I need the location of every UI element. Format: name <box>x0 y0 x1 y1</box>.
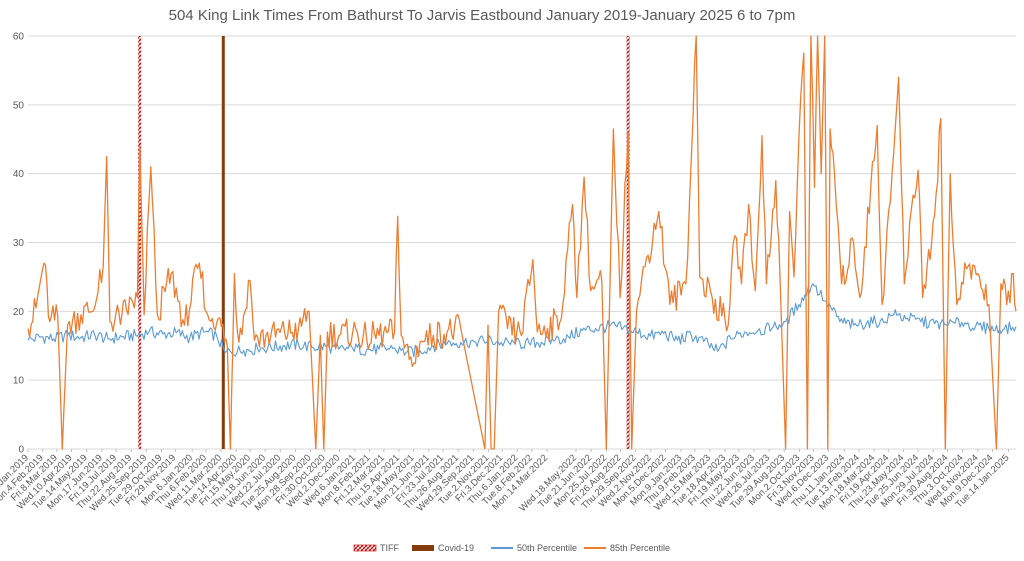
legend-covid-19-swatch <box>412 545 434 551</box>
y-tick-label: 60 <box>13 32 25 43</box>
y-tick-label: 10 <box>13 376 25 387</box>
y-tick-label: 30 <box>13 238 25 249</box>
legend: TIFF Covid-19 50th Percentile 85th Percenti… <box>353 543 670 553</box>
legend-covid-19-label: Covid-19 <box>438 543 474 553</box>
series-lines <box>27 35 1017 450</box>
y-tick-label: 20 <box>13 307 25 318</box>
grid <box>28 35 1016 450</box>
y-tick-label: 40 <box>13 169 25 180</box>
marker-covid-19 <box>221 36 225 449</box>
legend-tiff-label: TIFF <box>380 543 399 553</box>
legend-tiff-swatch <box>353 544 377 552</box>
chart-title: 504 King Link Times From Bathurst To Jar… <box>169 7 796 24</box>
y-axis: 0 10 20 30 40 50 60 <box>13 32 25 456</box>
y-tick-label: 50 <box>13 100 25 111</box>
x-axis: Wed.2.Jan.2019Mon.4.Feb.2019Fri.8.Mar.20… <box>0 449 1011 514</box>
legend-85th-percentile-label: 85th Percentile <box>610 543 670 553</box>
series-85th-percentile <box>27 35 1017 450</box>
y-tick-label: 0 <box>18 445 24 456</box>
legend-50th-percentile-label: 50th Percentile <box>517 543 577 553</box>
series-50th-percentile <box>27 283 1017 358</box>
marker-tiff <box>138 36 142 449</box>
event-markers <box>138 36 630 449</box>
marker-tiff <box>626 36 630 449</box>
